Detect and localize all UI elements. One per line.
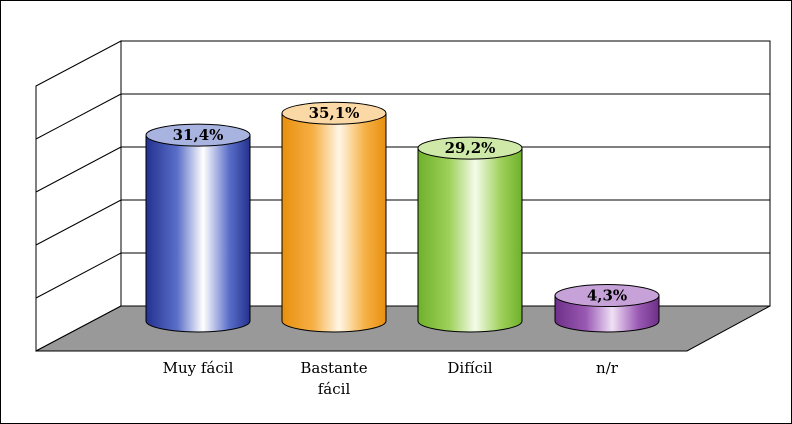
- data-label-2: 35,1%: [309, 104, 360, 122]
- side-wall: [35, 40, 122, 352]
- gridline-side: [35, 252, 122, 299]
- data-label-1: 31,4%: [173, 126, 224, 144]
- bar-top: [417, 136, 523, 160]
- bar-body: [417, 147, 523, 333]
- bar-1: [145, 123, 251, 333]
- bar-body: [281, 112, 387, 333]
- gridline-side: [35, 146, 122, 193]
- category-label-4: n/r: [596, 359, 619, 377]
- gridline-side: [35, 199, 122, 246]
- gridline-side: [35, 93, 122, 140]
- bar-2: [281, 101, 387, 333]
- bar-4: [554, 284, 660, 333]
- data-label-4: 4,3%: [587, 287, 627, 305]
- bar-3: [417, 136, 523, 333]
- bar-body: [145, 134, 251, 333]
- bar-top: [281, 101, 387, 125]
- category-label-2: fácil: [318, 380, 351, 398]
- category-label-2: Bastante: [300, 359, 367, 377]
- category-label-1: Muy fácil: [163, 359, 234, 377]
- bar-top: [145, 123, 251, 147]
- chart-labels: 31,4% Muy fácil 35,1% Bastante fácil 29,2% Dif…: [163, 104, 628, 398]
- category-label-3: Difícil: [447, 359, 492, 377]
- chart-bars: [145, 101, 660, 333]
- bar-top: [554, 284, 660, 308]
- data-label-3: 29,2%: [445, 139, 496, 157]
